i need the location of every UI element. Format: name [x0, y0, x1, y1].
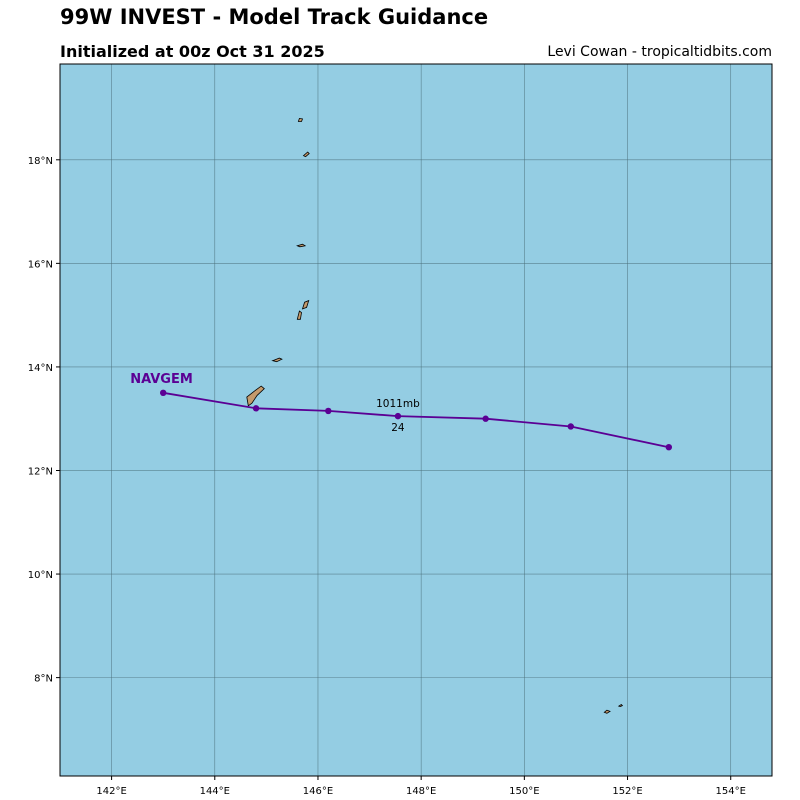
island-agrihan	[297, 117, 304, 122]
tick-label-lat: 12°N	[28, 466, 53, 477]
axis-ticks: 142°E 144°E 146°E 148°E 150°E 152°E 154°E 8°N 10…	[28, 156, 746, 797]
map-frame	[59, 63, 773, 777]
land-areas	[246, 117, 624, 714]
tick-label-lat: 8°N	[34, 674, 53, 685]
track-point	[159, 389, 167, 397]
chart-title: 99W INVEST - Model Track Guidance	[60, 5, 489, 29]
track-point	[567, 423, 574, 430]
model-tracks: NAVGEM 1011mb 24	[130, 372, 673, 451]
grid-lines	[60, 64, 772, 776]
tick-label-lon: 142°E	[96, 786, 126, 797]
tick-label-lat: 16°N	[28, 259, 53, 270]
island-saipan	[301, 299, 310, 310]
track-point	[252, 405, 260, 412]
tick-label-lat: 18°N	[28, 156, 53, 167]
island-guam	[246, 385, 265, 407]
island-rota	[271, 357, 283, 363]
island-chuuk-2	[617, 703, 624, 708]
ocean-background	[60, 64, 772, 776]
tick-label-lon: 144°E	[200, 786, 230, 797]
tick-label-lon: 152°E	[612, 786, 642, 797]
tick-label-lon: 154°E	[716, 786, 746, 797]
tick-label-lat: 10°N	[28, 570, 53, 581]
pressure-label: 1011mb	[376, 398, 420, 410]
island-anatahan	[296, 243, 307, 248]
island-tinian	[296, 310, 302, 320]
track-point	[325, 407, 332, 415]
track-point	[482, 415, 489, 422]
chart-subtitle: Initialized at 00z Oct 31 2025	[60, 42, 325, 61]
track-label-navgem: NAVGEM	[130, 372, 193, 387]
tick-label-lat: 14°N	[28, 363, 53, 374]
island-chuuk-1	[603, 709, 611, 714]
tick-label-lon: 148°E	[406, 786, 436, 797]
track-point	[665, 443, 673, 451]
island-pagan	[302, 151, 310, 158]
tick-label-lon: 146°E	[303, 786, 333, 797]
tick-label-lon: 150°E	[509, 786, 539, 797]
forecast-hour-label: 24	[391, 422, 405, 434]
track-point	[394, 412, 402, 420]
credit-text: Levi Cowan - tropicaltidbits.com	[547, 44, 772, 60]
